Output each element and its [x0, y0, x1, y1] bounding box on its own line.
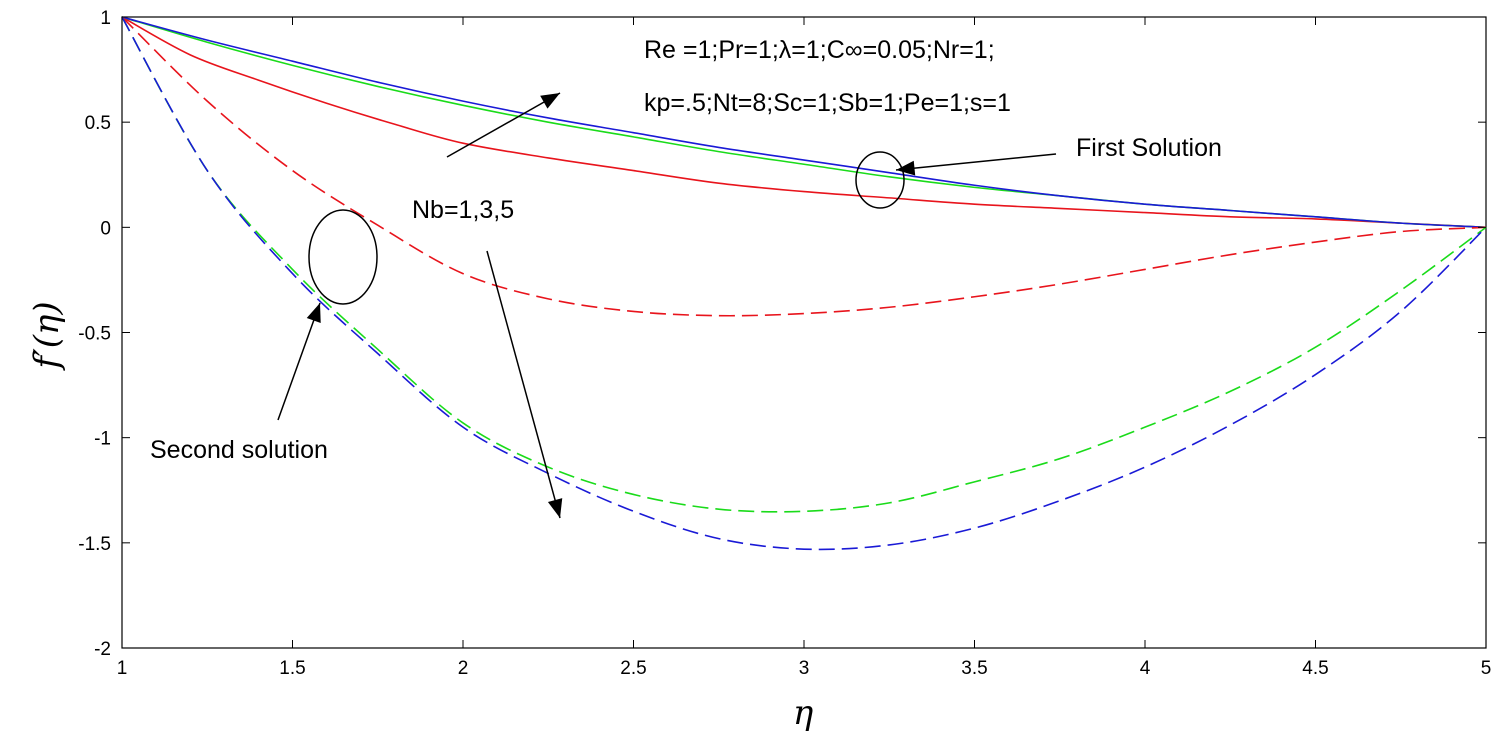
second-solution-ellipse [308, 209, 378, 305]
y-tick-label: 0.5 [85, 113, 111, 134]
plot-area [121, 16, 1487, 649]
first-solution-label: First Solution [1076, 134, 1222, 162]
x-tick-label: 1.5 [279, 658, 305, 679]
x-axis-label: η [793, 693, 814, 733]
y-tick-label: 1 [100, 8, 111, 29]
params-text-line1: Re =1;Pr=1;λ=1;C∞=0.05;Nr=1; [644, 36, 995, 64]
first-solution-arrow [895, 153, 1057, 176]
y-tick-label: -0.5 [78, 324, 111, 345]
ticks-layer: 1 1.5 2 2.5 3 3.5 4 4.5 5 1 0.5 0 -0.5 -1 -1.5 -2 [78, 8, 1491, 679]
series-layer [121, 16, 1487, 551]
plot-border [121, 16, 1487, 649]
annotation-layer: Re =1;Pr=1;λ=1;C∞=0.05;Nr=1; kp=.5;Nt=8;… [150, 36, 1222, 519]
series-line-first-red [121, 16, 1487, 229]
annotation-arrows [277, 92, 1057, 519]
x-tick-label: 2 [458, 658, 469, 679]
nb-label: Nb=1,3,5 [412, 196, 514, 224]
second-solution-arrow [277, 302, 321, 421]
series-line-second-red [121, 16, 1487, 317]
y-axis-label: f′(η) [27, 301, 67, 371]
series-line-first-blue [121, 16, 1487, 229]
params-text-line2: kp=.5;Nt=8;Sc=1;Sb=1;Pe=1;s=1 [644, 89, 1011, 117]
nb-increase-arrow-second [486, 250, 563, 519]
y-tick-label: 0 [100, 218, 111, 239]
series-line-second-green [121, 16, 1487, 513]
first-solution-ellipse [855, 151, 905, 209]
nb-increase-arrow-first [446, 92, 561, 158]
y-tick-label: -1.5 [78, 534, 111, 555]
x-tick-label: 4 [1140, 658, 1151, 679]
x-tick-label: 2.5 [620, 658, 646, 679]
x-tick-label: 3 [799, 658, 810, 679]
y-tick-label: -2 [94, 639, 111, 660]
y-tick-label: -1 [94, 429, 111, 450]
x-tick-label: 3.5 [961, 658, 987, 679]
series-line-second-blue [121, 16, 1487, 551]
x-tick-label: 5 [1481, 658, 1492, 679]
x-tick-label: 4.5 [1302, 658, 1328, 679]
second-solution-label: Second solution [150, 436, 328, 464]
x-tick-label: 1 [117, 658, 128, 679]
